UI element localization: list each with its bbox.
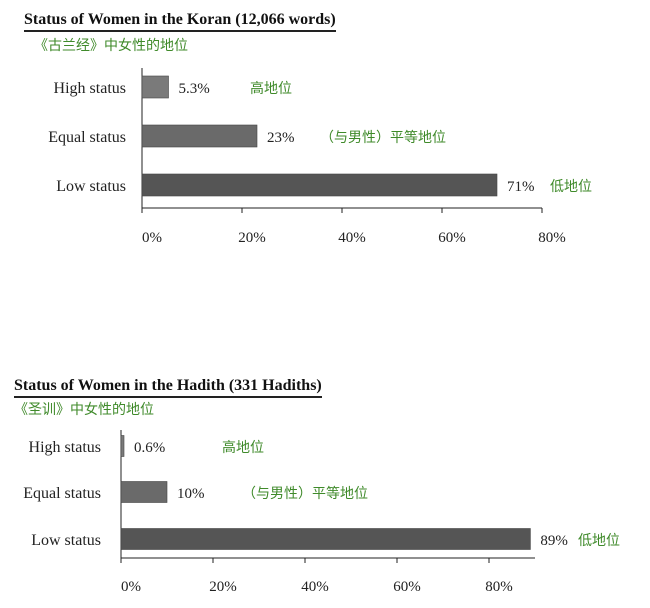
bar <box>120 528 531 550</box>
category-label: Low status <box>56 178 126 195</box>
x-tick-label: 60% <box>438 230 466 246</box>
x-tick-label: 0% <box>121 579 141 595</box>
x-tick-label: 80% <box>538 230 566 246</box>
bar <box>141 124 258 148</box>
chart-subtitle: 《古兰经》中女性的地位 <box>34 38 188 54</box>
data-label: 71% <box>507 179 535 195</box>
x-tick-label: 80% <box>485 579 513 595</box>
data-label: 5.3% <box>179 81 210 97</box>
x-tick-label: 40% <box>338 230 366 246</box>
category-label: High status <box>54 80 126 97</box>
data-label: 23% <box>267 130 295 146</box>
chart-subtitle: 《圣训》中女性的地位 <box>14 402 154 418</box>
category-label: Equal status <box>23 485 101 502</box>
chart-title: Status of Women in the Hadith (331 Hadit… <box>14 376 322 398</box>
bar <box>141 75 169 99</box>
category-label: Equal status <box>48 129 126 146</box>
bar-annotation: 低地位 <box>578 533 620 549</box>
category-label: High status <box>29 439 101 456</box>
bar-annotation: 高地位 <box>250 80 292 97</box>
x-tick-label: 20% <box>209 579 237 595</box>
bar <box>141 173 498 197</box>
bar <box>120 481 168 503</box>
data-label: 89% <box>540 533 568 549</box>
bar <box>120 435 125 457</box>
bar-annotation: （与男性）平等地位 <box>242 485 368 502</box>
x-tick-label: 20% <box>238 230 266 246</box>
bar-annotation: 低地位 <box>550 179 592 195</box>
x-tick-label: 0% <box>142 230 162 246</box>
category-label: Low status <box>31 532 101 549</box>
x-tick-label: 40% <box>301 579 329 595</box>
chart-title: Status of Women in the Koran (12,066 wor… <box>24 10 336 32</box>
data-label: 0.6% <box>134 440 165 456</box>
bar-annotation: 高地位 <box>222 439 264 456</box>
bar-annotation: （与男性）平等地位 <box>320 129 446 146</box>
x-tick-label: 60% <box>393 579 421 595</box>
data-label: 10% <box>177 486 205 502</box>
